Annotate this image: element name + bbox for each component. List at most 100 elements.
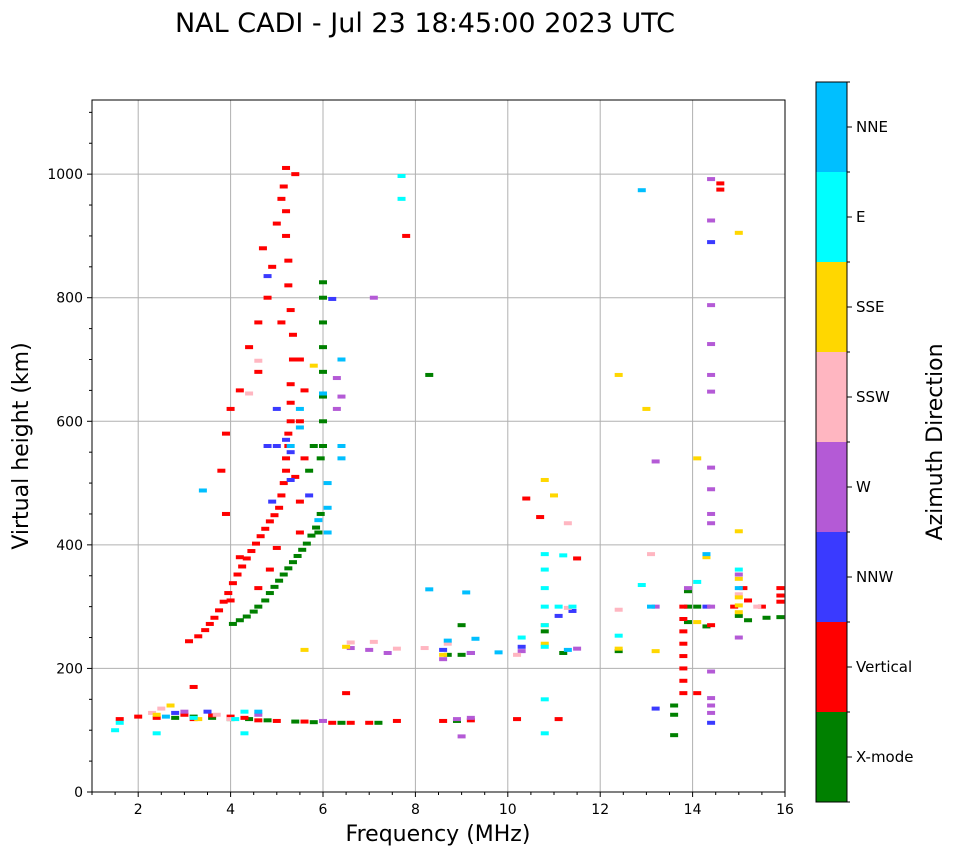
data-point [272, 221, 281, 226]
data-point [559, 553, 568, 558]
data-point [457, 652, 466, 657]
data-point [614, 607, 623, 612]
data-point [171, 710, 180, 715]
data-point [540, 641, 549, 646]
data-point [369, 295, 378, 300]
data-point [443, 652, 452, 657]
colorbar-segment [816, 712, 847, 802]
data-point [716, 181, 725, 186]
data-point [702, 604, 711, 609]
data-point [180, 712, 189, 717]
data-point [226, 598, 235, 603]
colorbar-label: NNW [856, 568, 893, 586]
data-point [439, 657, 448, 662]
data-point [305, 468, 314, 473]
data-point [540, 731, 549, 736]
data-point [328, 296, 337, 301]
data-point [295, 499, 304, 504]
data-point [734, 613, 743, 618]
data-point [185, 639, 194, 644]
data-point [286, 477, 295, 482]
y-axis-label: Virtual height (km) [9, 342, 34, 549]
data-point [284, 258, 293, 263]
data-point [157, 706, 166, 711]
data-point [707, 696, 716, 701]
data-point [235, 555, 244, 560]
data-point [249, 609, 258, 614]
data-point [540, 477, 549, 482]
data-point [277, 493, 286, 498]
data-point [337, 394, 346, 399]
data-point [439, 718, 448, 723]
data-point [540, 552, 549, 557]
x-tick-label: 16 [776, 802, 794, 818]
data-point [265, 591, 274, 596]
series-e [111, 173, 743, 736]
data-point [683, 620, 692, 625]
colorbar-label: Vertical [856, 658, 912, 676]
data-point [365, 720, 374, 725]
data-point [457, 734, 466, 739]
data-point [568, 604, 577, 609]
data-point [277, 320, 286, 325]
data-point [261, 598, 270, 603]
data-point [457, 623, 466, 628]
colorbar-segment [816, 352, 847, 442]
data-point [573, 646, 582, 651]
x-tick-label: 6 [319, 802, 328, 818]
data-point [346, 720, 355, 725]
data-point [288, 357, 297, 362]
colorbar-label: SSE [856, 298, 885, 316]
data-point [270, 584, 279, 589]
data-point [342, 691, 351, 696]
data-point [513, 717, 522, 722]
data-point [316, 511, 325, 516]
data-point [258, 246, 267, 251]
data-point [309, 720, 318, 725]
data-point [323, 505, 332, 510]
data-point [734, 592, 743, 597]
data-point [332, 406, 341, 411]
data-point [707, 240, 716, 245]
colorbar-segment [816, 172, 847, 262]
data-point [471, 636, 480, 641]
data-point [286, 419, 295, 424]
data-point [337, 720, 346, 725]
data-point [254, 369, 263, 374]
data-point [707, 465, 716, 470]
data-point [134, 714, 143, 719]
data-point [563, 521, 572, 526]
data-point [201, 628, 210, 633]
data-point [228, 621, 237, 626]
data-point [707, 669, 716, 674]
x-tick-label: 10 [499, 802, 517, 818]
colorbar: X-mode Vertical NNW W SSW SSE E NNE [815, 81, 913, 803]
x-tick-label: 8 [411, 802, 420, 818]
data-point [284, 566, 293, 571]
data-point [272, 545, 281, 550]
data-point [517, 635, 526, 640]
data-point [319, 391, 327, 396]
data-point [707, 487, 716, 492]
data-point [466, 650, 475, 655]
data-point [245, 345, 254, 350]
data-point [642, 406, 651, 411]
data-point [288, 332, 297, 337]
grid-lines [92, 100, 785, 792]
data-point [282, 468, 291, 473]
data-point [198, 488, 207, 493]
data-point [254, 709, 263, 714]
data-point [374, 720, 383, 725]
data-point [466, 718, 475, 723]
data-point [439, 647, 448, 652]
data-point [319, 369, 327, 374]
data-point [171, 715, 180, 720]
data-point [319, 345, 327, 350]
data-point [614, 649, 623, 654]
colorbar-label: NNE [856, 118, 888, 136]
data-point [312, 525, 321, 530]
data-point [161, 714, 170, 719]
data-point [309, 444, 318, 448]
data-point [425, 372, 434, 377]
data-point [263, 718, 272, 723]
